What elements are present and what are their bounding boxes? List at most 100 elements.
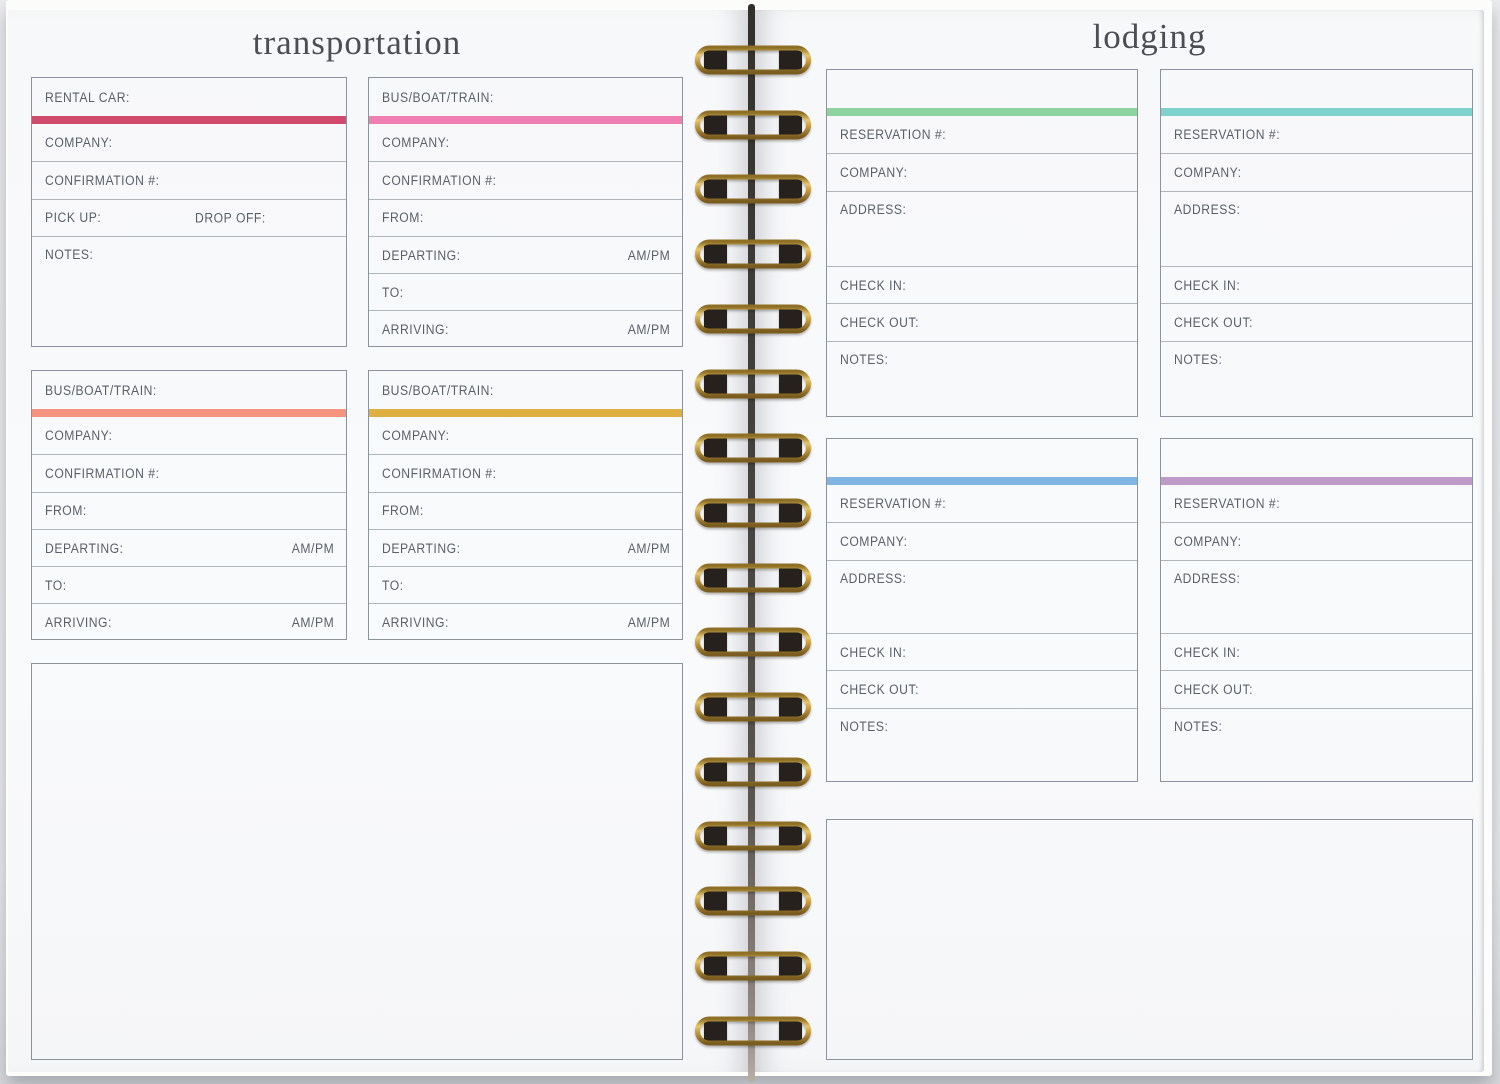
field-row: CHECK OUT:: [827, 670, 1137, 707]
field-row: NOTES:: [827, 707, 1137, 781]
color-bar: [827, 477, 1137, 485]
color-bar: [369, 409, 682, 417]
field-row: NOTES:: [827, 340, 1137, 416]
binding-ring: [694, 756, 812, 788]
field-row: COMPANY:: [369, 124, 682, 161]
field-label: NOTES:: [1174, 351, 1223, 367]
field-row: FROM:: [369, 198, 682, 236]
field-row: TO:: [369, 566, 682, 603]
binding-ring: [694, 238, 812, 270]
field-row: ARRIVING: AM/PM: [369, 310, 682, 347]
field-label: RESERVATION #:: [840, 127, 947, 143]
field-row: COMPANY:: [369, 417, 682, 454]
box-header-label: RENTAL CAR:: [45, 89, 130, 105]
field-label: ARRIVING:: [45, 615, 112, 631]
binding-ring: [694, 950, 812, 982]
field-row: CHECK OUT:: [1161, 670, 1472, 707]
field-label: CONFIRMATION #:: [45, 172, 160, 188]
field-label: COMPANY:: [1174, 164, 1242, 180]
field-label: NOTES:: [45, 246, 94, 262]
field-label: ARRIVING:: [382, 322, 449, 338]
box-header: [827, 70, 1137, 108]
field-row: NOTES:: [1161, 340, 1472, 416]
field-row: CHECK IN:: [1161, 633, 1472, 670]
binding-ring: [694, 691, 812, 723]
field-label: CONFIRMATION #:: [382, 465, 497, 481]
box-header: BUS/BOAT/TRAIN:: [369, 78, 682, 116]
field-label: CHECK OUT:: [840, 314, 919, 330]
field-label: ADDRESS:: [1174, 570, 1241, 586]
field-label: PICK UP:: [45, 210, 102, 226]
ampm-label: AM/PM: [291, 615, 334, 631]
binding-ring: [694, 626, 812, 658]
box-header: BUS/BOAT/TRAIN:: [32, 371, 346, 409]
color-bar: [1161, 108, 1472, 116]
lodging-box-4: RESERVATION #: COMPANY: ADDRESS: CHECK IN: C…: [1160, 438, 1473, 782]
box-header-label: BUS/BOAT/TRAIN:: [382, 382, 494, 398]
field-label: ADDRESS:: [840, 570, 907, 586]
field-label: FROM:: [382, 503, 424, 519]
field-row: ARRIVING: AM/PM: [32, 603, 346, 640]
lodging-box-2: RESERVATION #: COMPANY: ADDRESS: CHECK IN: C…: [1160, 69, 1473, 417]
field-row: COMPANY:: [32, 417, 346, 454]
box-header: [827, 439, 1137, 477]
field-row: RESERVATION #:: [1161, 485, 1472, 522]
ampm-label: AM/PM: [627, 247, 670, 263]
binding-ring: [694, 303, 812, 335]
field-row: TO:: [369, 273, 682, 310]
field-label: TO:: [45, 577, 67, 593]
field-row: ADDRESS:: [827, 190, 1137, 266]
binding-ring: [694, 1015, 812, 1047]
field-label: COMPANY:: [382, 428, 450, 444]
lodging-box-3: RESERVATION #: COMPANY: ADDRESS: CHECK IN: C…: [826, 438, 1138, 782]
field-row: COMPANY:: [32, 124, 346, 161]
box-header-label: BUS/BOAT/TRAIN:: [45, 382, 157, 398]
field-row: COMPANY:: [1161, 153, 1472, 190]
field-label: CHECK OUT:: [1174, 314, 1253, 330]
binding-ring: [694, 368, 812, 400]
field-label: DEPARTING:: [382, 540, 461, 556]
field-row: DEPARTING: AM/PM: [32, 528, 346, 566]
field-label: NOTES:: [840, 718, 889, 734]
field-row: ARRIVING: AM/PM: [369, 603, 682, 640]
field-row: COMPANY:: [827, 153, 1137, 190]
binding-ring: [694, 109, 812, 141]
rental-car-box: RENTAL CAR: COMPANY: CONFIRMATION #: PICK U…: [31, 77, 347, 347]
field-row: CONFIRMATION #:: [369, 161, 682, 198]
field-row: FROM:: [32, 491, 346, 529]
color-bar: [1161, 477, 1472, 485]
field-row: COMPANY:: [1161, 522, 1472, 559]
field-row: CHECK OUT:: [1161, 303, 1472, 340]
field-row: DEPARTING: AM/PM: [369, 528, 682, 566]
bus-boat-train-box-1: BUS/BOAT/TRAIN: COMPANY: CONFIRMATION #: FR…: [368, 77, 683, 347]
lodging-box-1: RESERVATION #: COMPANY: ADDRESS: CHECK IN: C…: [826, 69, 1138, 417]
field-row: FROM:: [369, 491, 682, 529]
box-header: [1161, 439, 1472, 477]
color-bar: [369, 116, 682, 124]
field-row: DEPARTING: AM/PM: [369, 235, 682, 273]
field-row: CONFIRMATION #:: [369, 454, 682, 491]
color-bar: [827, 108, 1137, 116]
field-row: ADDRESS:: [1161, 559, 1472, 633]
field-label: CONFIRMATION #:: [45, 465, 160, 481]
ampm-label: AM/PM: [627, 322, 670, 338]
field-row: CHECK IN:: [1161, 266, 1472, 303]
field-row: CHECK OUT:: [827, 303, 1137, 340]
ampm-label: AM/PM: [627, 615, 670, 631]
binding-ring: [694, 497, 812, 529]
binding-ring: [694, 562, 812, 594]
field-label: COMPANY:: [45, 428, 113, 444]
field-label: DEPARTING:: [45, 540, 124, 556]
field-label: DEPARTING:: [382, 247, 461, 263]
binding-ring: [694, 44, 812, 76]
color-bar: [32, 409, 346, 417]
notes-area-right: [826, 819, 1473, 1060]
field-row: CONFIRMATION #:: [32, 454, 346, 491]
binding-ring: [694, 173, 812, 205]
field-row: NOTES:: [32, 235, 346, 346]
field-label: COMPANY:: [840, 164, 908, 180]
field-label: RESERVATION #:: [1174, 127, 1281, 143]
box-header: RENTAL CAR:: [32, 78, 346, 116]
field-label: ARRIVING:: [382, 615, 449, 631]
